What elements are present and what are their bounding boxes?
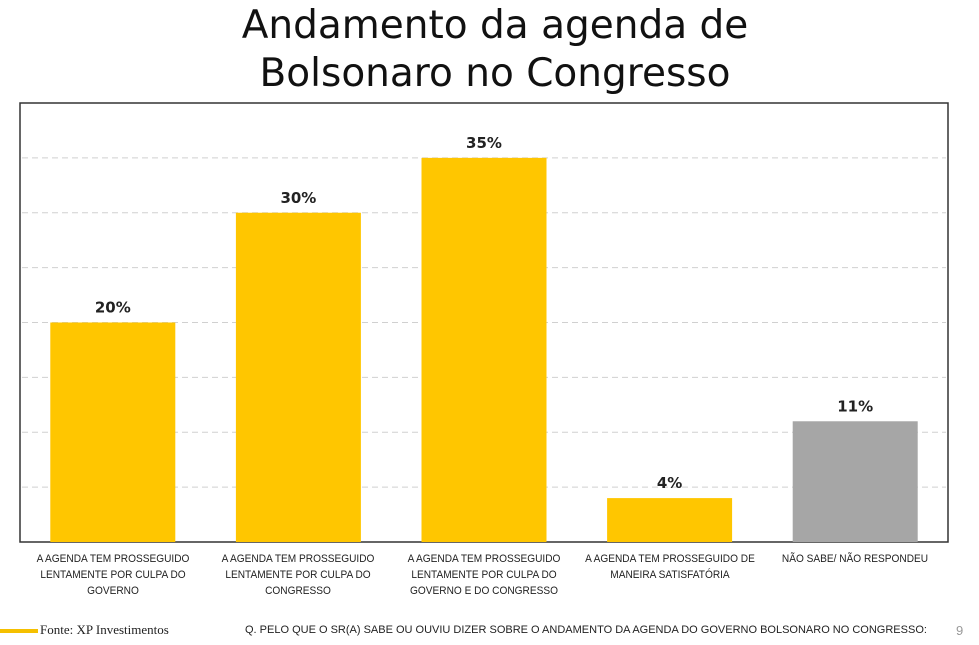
title-line: Bolsonaro no Congresso [259,51,731,96]
category-label-line: MANEIRA SATISFATÓRIA [609,569,730,581]
page-number: 9 [956,623,964,638]
data-label: 30% [280,189,316,207]
category-label: A AGENDA TEM PROSSEGUIDO DE MANEIRA SATIS… [584,551,755,583]
footer-accent-line [0,629,38,633]
category-label: A AGENDA TEM PROSSEGUIDO LENTAMENTE POR C… [27,551,198,599]
source-note: Fonte: XP Investimentos [40,622,169,637]
data-label: 20% [95,299,131,317]
category-label-line: GOVERNO E DO CONGRESSO [410,585,558,597]
bar [235,212,361,542]
title-line: Andamento da agenda de [241,3,749,48]
category-label-line: LENTAMENTE POR CULPA DO [40,569,186,581]
category-label-line: LENTAMENTE POR CULPA DO [225,569,372,581]
category-label-line: CONGRESSO [265,585,332,597]
data-label: 35% [466,134,502,152]
category-label: NÃO SABE/ NÃO RESPONDEU [770,551,941,567]
category-label-line: NÃO SABE/ NÃO RESPONDEU [782,553,929,565]
bar [792,421,918,542]
bar [50,322,176,542]
bar [421,157,547,542]
category-label-line: A AGENDA TEM PROSSEGUIDO DE [584,553,755,565]
bar [607,498,733,542]
data-label: 11% [837,397,873,415]
category-label: A AGENDA TEM PROSSEGUIDO LENTAMENTE POR C… [398,551,569,599]
category-label-line: A AGENDA TEM PROSSEGUIDO [221,553,375,565]
data-label: 4% [657,474,682,492]
chart-title: Andamento da agenda de Bolsonaro no Cong… [0,2,979,98]
category-label-line: LENTAMENTE POR CULPA DO [411,569,557,581]
category-label-line: GOVERNO [86,585,139,597]
category-label-line: A AGENDA TEM PROSSEGUIDO [36,553,190,565]
category-label: A AGENDA TEM PROSSEGUIDO LENTAMENTE POR C… [213,551,384,599]
category-label-line: A AGENDA TEM PROSSEGUIDO [407,553,561,565]
survey-question: Q. PELO QUE O SR(A) SABE OU OUVIU DIZER … [245,624,927,636]
